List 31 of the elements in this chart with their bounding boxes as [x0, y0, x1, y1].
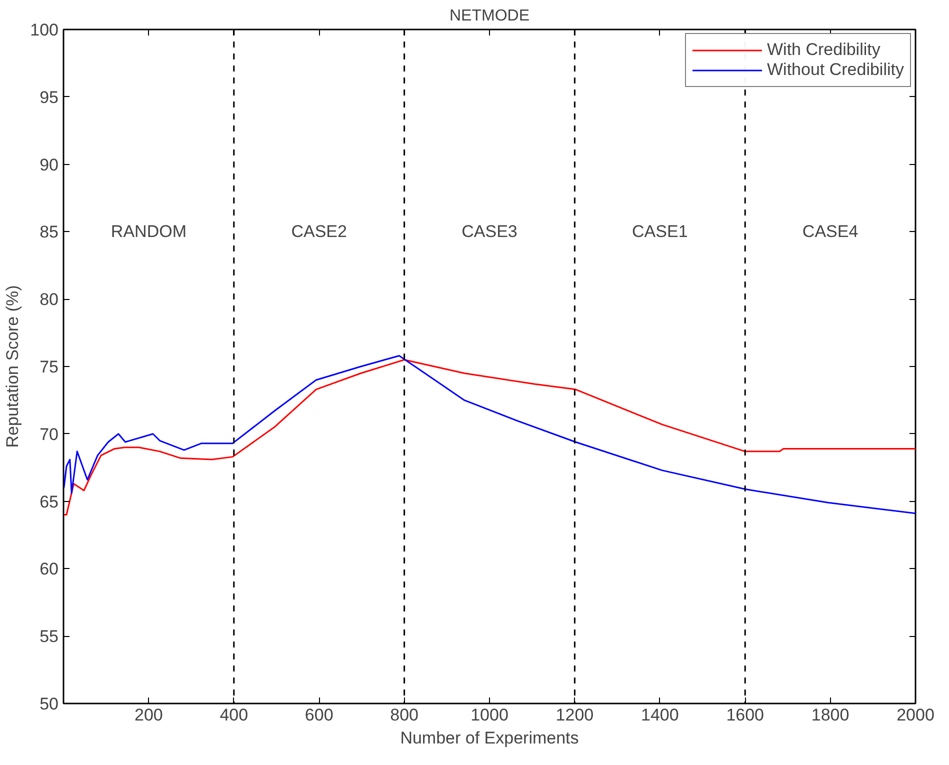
annotation: RANDOM [110, 222, 186, 242]
annotation: CASE3 [462, 222, 518, 242]
y-tick-label: 85 [40, 222, 59, 242]
y-tick-label: 80 [40, 290, 59, 310]
y-tick-label: 55 [40, 627, 59, 646]
annotation: CASE4 [802, 222, 858, 242]
y-tick-label: 50 [40, 694, 59, 714]
y-tick-label: 60 [40, 560, 59, 579]
x-tick-label: 1000 [470, 706, 508, 724]
x-tick-label: 1600 [726, 706, 764, 724]
annotation: CASE1 [632, 222, 688, 242]
y-tick-label: 95 [40, 88, 59, 107]
y-tick-label: 65 [40, 492, 59, 512]
x-tick-label: 1200 [556, 706, 594, 724]
x-tick-label: 800 [390, 706, 418, 724]
y-tick-label: 70 [40, 424, 59, 444]
x-tick-label: 1800 [811, 706, 850, 724]
x-axis-title: Number of Experiments [400, 728, 579, 748]
y-tick-label: 100 [30, 20, 59, 40]
annotation: CASE2 [291, 222, 347, 242]
x-tick-label: 600 [304, 706, 334, 724]
legend-label: Without Credibility [767, 60, 904, 80]
y-tick-label: 75 [40, 358, 59, 376]
x-tick-label: 200 [134, 706, 163, 724]
x-tick-label: 1400 [640, 706, 679, 724]
legend-label: With Credibility [767, 40, 880, 60]
x-tick-label: 400 [220, 706, 248, 724]
y-axis-title: Reputation Score (%) [3, 285, 22, 448]
chart-title: NETMODE [450, 8, 530, 24]
x-tick-label: 2000 [896, 706, 934, 724]
y-tick-label: 90 [40, 155, 59, 174]
